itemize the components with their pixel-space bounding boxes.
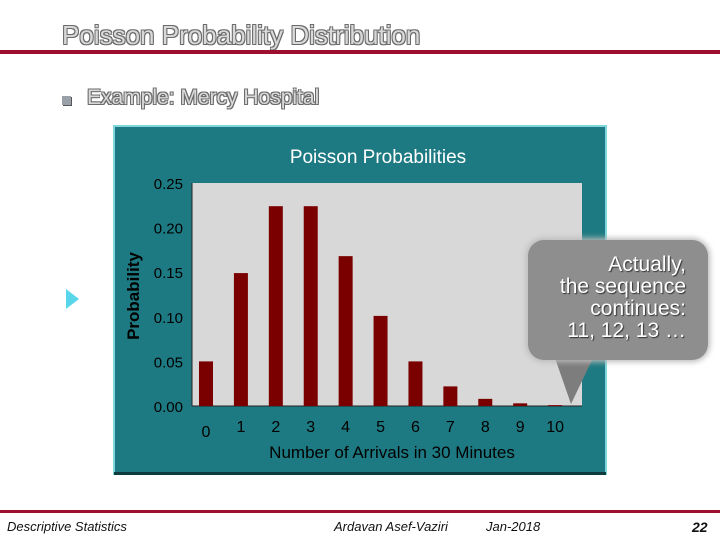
y-axis-label: Probability bbox=[124, 252, 143, 340]
x-tick-label: 6 bbox=[411, 419, 420, 436]
x-axis-label: Number of Arrivals in 30 Minutes bbox=[269, 443, 515, 462]
callout-box: Actually, the sequence continues: 11, 12… bbox=[528, 240, 708, 360]
x-tick-labels: 0 1 2 3 4 5 6 7 8 9 10 bbox=[202, 419, 565, 441]
chart-title: Poisson Probabilities bbox=[290, 147, 466, 168]
y-tick-label: 0.00 bbox=[154, 399, 183, 416]
x-tick-label: 0 bbox=[202, 424, 211, 441]
callout-line-1: Actually, bbox=[608, 253, 686, 276]
bar-5 bbox=[373, 315, 388, 406]
bar-series bbox=[199, 206, 563, 407]
footer-date: Jan-2018 bbox=[486, 519, 541, 534]
bar-2 bbox=[268, 206, 283, 406]
title-divider bbox=[0, 50, 720, 54]
x-tick-label: 5 bbox=[376, 419, 385, 436]
x-tick-label: 8 bbox=[481, 419, 490, 436]
callout-line-4: 11, 12, 13 … bbox=[567, 319, 686, 342]
arrow-marker-icon bbox=[66, 289, 79, 309]
callout-line-2: the sequence bbox=[559, 275, 686, 298]
footer-course: Descriptive Statistics bbox=[7, 519, 127, 534]
chart-frame-shadow bbox=[114, 472, 606, 475]
footer-author: Ardavan Asef-Vaziri bbox=[334, 519, 448, 534]
callout-line-3: continues: bbox=[590, 297, 686, 320]
y-tick-label: 0.05 bbox=[154, 354, 183, 371]
x-tick-label: 3 bbox=[306, 419, 315, 436]
footer-page-number: 22 bbox=[692, 519, 708, 535]
y-tick-labels: 0.00 0.05 0.10 0.15 0.20 0.25 bbox=[154, 176, 183, 416]
callout-tail bbox=[555, 358, 593, 404]
footer-divider bbox=[0, 510, 720, 513]
callout-text: Actually, the sequence continues: 11, 12… bbox=[528, 254, 686, 342]
bar-9 bbox=[513, 403, 528, 406]
x-tick-label: 4 bbox=[341, 419, 350, 436]
bar-1 bbox=[233, 273, 248, 406]
y-tick-label: 0.20 bbox=[154, 221, 183, 238]
slide-title: Poisson Probability Distribution bbox=[62, 20, 421, 50]
y-tick-label: 0.15 bbox=[154, 265, 183, 282]
bar-6 bbox=[408, 361, 423, 406]
x-tick-label: 2 bbox=[271, 419, 280, 436]
bullet-square-icon bbox=[62, 95, 71, 105]
y-tick-label: 0.25 bbox=[154, 176, 183, 193]
x-tick-label: 1 bbox=[236, 419, 245, 436]
y-tick-label: 0.10 bbox=[154, 310, 183, 327]
bar-4 bbox=[338, 256, 353, 406]
bullet-item: Example: Mercy Hospital bbox=[62, 86, 319, 110]
x-tick-label: 7 bbox=[446, 419, 455, 436]
bar-10 bbox=[548, 405, 563, 407]
bar-8 bbox=[478, 398, 493, 406]
bar-3 bbox=[303, 206, 318, 406]
bar-0 bbox=[199, 361, 213, 406]
x-tick-label: 10 bbox=[546, 419, 564, 436]
bar-7 bbox=[443, 386, 458, 406]
x-tick-label: 9 bbox=[516, 419, 525, 436]
bullet-text: Example: Mercy Hospital bbox=[87, 86, 320, 109]
